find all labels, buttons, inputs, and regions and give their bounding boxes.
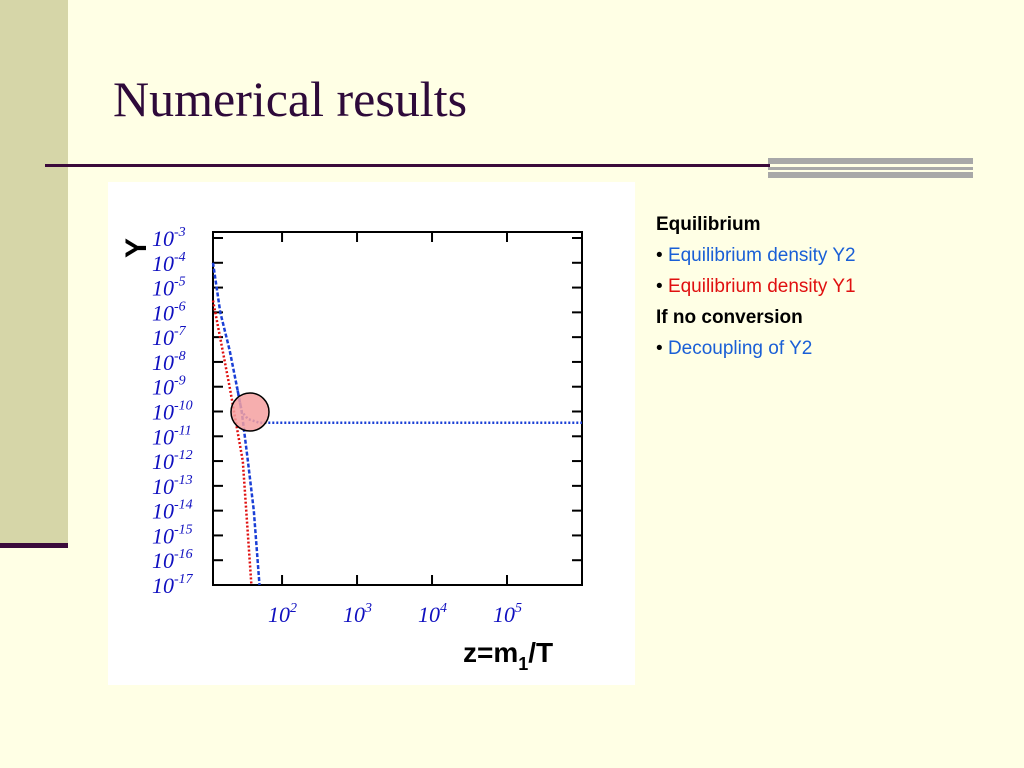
tick-exp: 2	[290, 601, 297, 616]
tick-base: 10	[152, 573, 174, 598]
tick-base: 10	[152, 325, 174, 350]
note-line: • Equilibrium density Y1	[656, 276, 856, 297]
y-tick-label: 10-13	[152, 473, 193, 499]
tick-exp: -9	[174, 374, 186, 389]
y-tick-label: 10-10	[152, 399, 193, 425]
tick-exp: -8	[174, 349, 186, 364]
tick-base: 10	[152, 424, 174, 449]
tick-base: 10	[152, 350, 174, 375]
chart: 10-310-410-510-610-710-810-910-1010-1110…	[120, 225, 583, 674]
plot-frame	[212, 231, 583, 586]
bullet: •	[656, 338, 668, 359]
note-text: Equilibrium density Y2	[668, 245, 856, 266]
x-tick-label: 104	[418, 601, 447, 627]
tick-exp: 4	[440, 601, 447, 616]
tick-base: 10	[418, 602, 440, 627]
tick-exp: -13	[174, 473, 193, 488]
tick-base: 10	[343, 602, 365, 627]
note-line: • Decoupling of Y2	[656, 338, 812, 359]
deco-bar	[768, 172, 973, 178]
tick-exp: -5	[174, 275, 186, 290]
note-line: • Equilibrium density Y2	[656, 245, 856, 266]
y-tick-label: 10-17	[152, 572, 194, 598]
tick-exp: -14	[174, 498, 193, 513]
tick-exp: -10	[174, 399, 193, 414]
tick-base: 10	[152, 499, 174, 524]
x-label-tail: /T	[528, 637, 553, 668]
tick-base: 10	[152, 251, 174, 276]
x-tick-label: 102	[268, 601, 297, 627]
tick-exp: -6	[174, 299, 186, 314]
slide-title: Numerical results	[113, 71, 467, 127]
tick-base: 10	[268, 602, 290, 627]
y-tick-label: 10-11	[152, 423, 192, 449]
tick-exp: -4	[174, 250, 186, 265]
bullet: •	[656, 245, 668, 266]
bullet: •	[656, 276, 668, 297]
tick-exp: 5	[515, 601, 522, 616]
tick-base: 10	[152, 523, 174, 548]
note-text: Equilibrium density Y1	[668, 276, 856, 297]
x-tick-label: 105	[493, 601, 522, 627]
x-tick-label: 103	[343, 601, 372, 627]
y-tick-label: 10-8	[152, 349, 186, 375]
title-rule	[45, 164, 770, 167]
tick-exp: -17	[174, 572, 194, 587]
tick-exp: -16	[174, 547, 193, 562]
y-tick-label: 10-7	[152, 324, 187, 350]
side-rule	[0, 543, 68, 548]
x-label-sub: 1	[518, 654, 528, 674]
y-tick-label: 10-16	[152, 547, 193, 573]
y-tick-label: 10-12	[152, 448, 193, 474]
x-axis-label: z=m1/T	[463, 637, 553, 674]
tick-base: 10	[152, 400, 174, 425]
tick-exp: -12	[174, 448, 193, 463]
tick-base: 10	[152, 449, 174, 474]
y-axis-label: Y	[120, 238, 153, 258]
note-text: If no conversion	[656, 307, 803, 328]
tick-base: 10	[152, 300, 174, 325]
side-bar	[0, 0, 68, 545]
note-text: Decoupling of Y2	[668, 338, 812, 359]
tick-base: 10	[152, 226, 174, 251]
deco-bar	[768, 167, 973, 170]
y-tick-label: 10-3	[152, 225, 186, 251]
y-tick-label: 10-15	[152, 522, 193, 548]
tick-base: 10	[152, 548, 174, 573]
y-tick-label: 10-9	[152, 374, 186, 400]
note-line: If no conversion	[656, 307, 803, 328]
notes: Equilibrium• Equilibrium density Y2• Equ…	[656, 214, 856, 359]
deco-bar	[768, 158, 973, 164]
y-tick-label: 10-14	[152, 498, 193, 524]
y-tick-label: 10-5	[152, 275, 186, 301]
note-line: Equilibrium	[656, 214, 761, 235]
tick-base: 10	[152, 375, 174, 400]
tick-exp: -15	[174, 522, 193, 537]
y-tick-label: 10-4	[152, 250, 186, 276]
tick-exp: 3	[364, 601, 372, 616]
tick-exp: -11	[174, 423, 192, 438]
tick-base: 10	[493, 602, 515, 627]
tick-base: 10	[152, 276, 174, 301]
tick-base: 10	[152, 474, 174, 499]
highlight-circle	[230, 392, 270, 432]
chart-panel	[108, 182, 635, 685]
y-tick-label: 10-6	[152, 299, 186, 325]
x-label-main: z=m	[463, 637, 518, 668]
tick-exp: -3	[174, 225, 186, 240]
tick-exp: -7	[174, 324, 187, 339]
note-text: Equilibrium	[656, 214, 761, 235]
